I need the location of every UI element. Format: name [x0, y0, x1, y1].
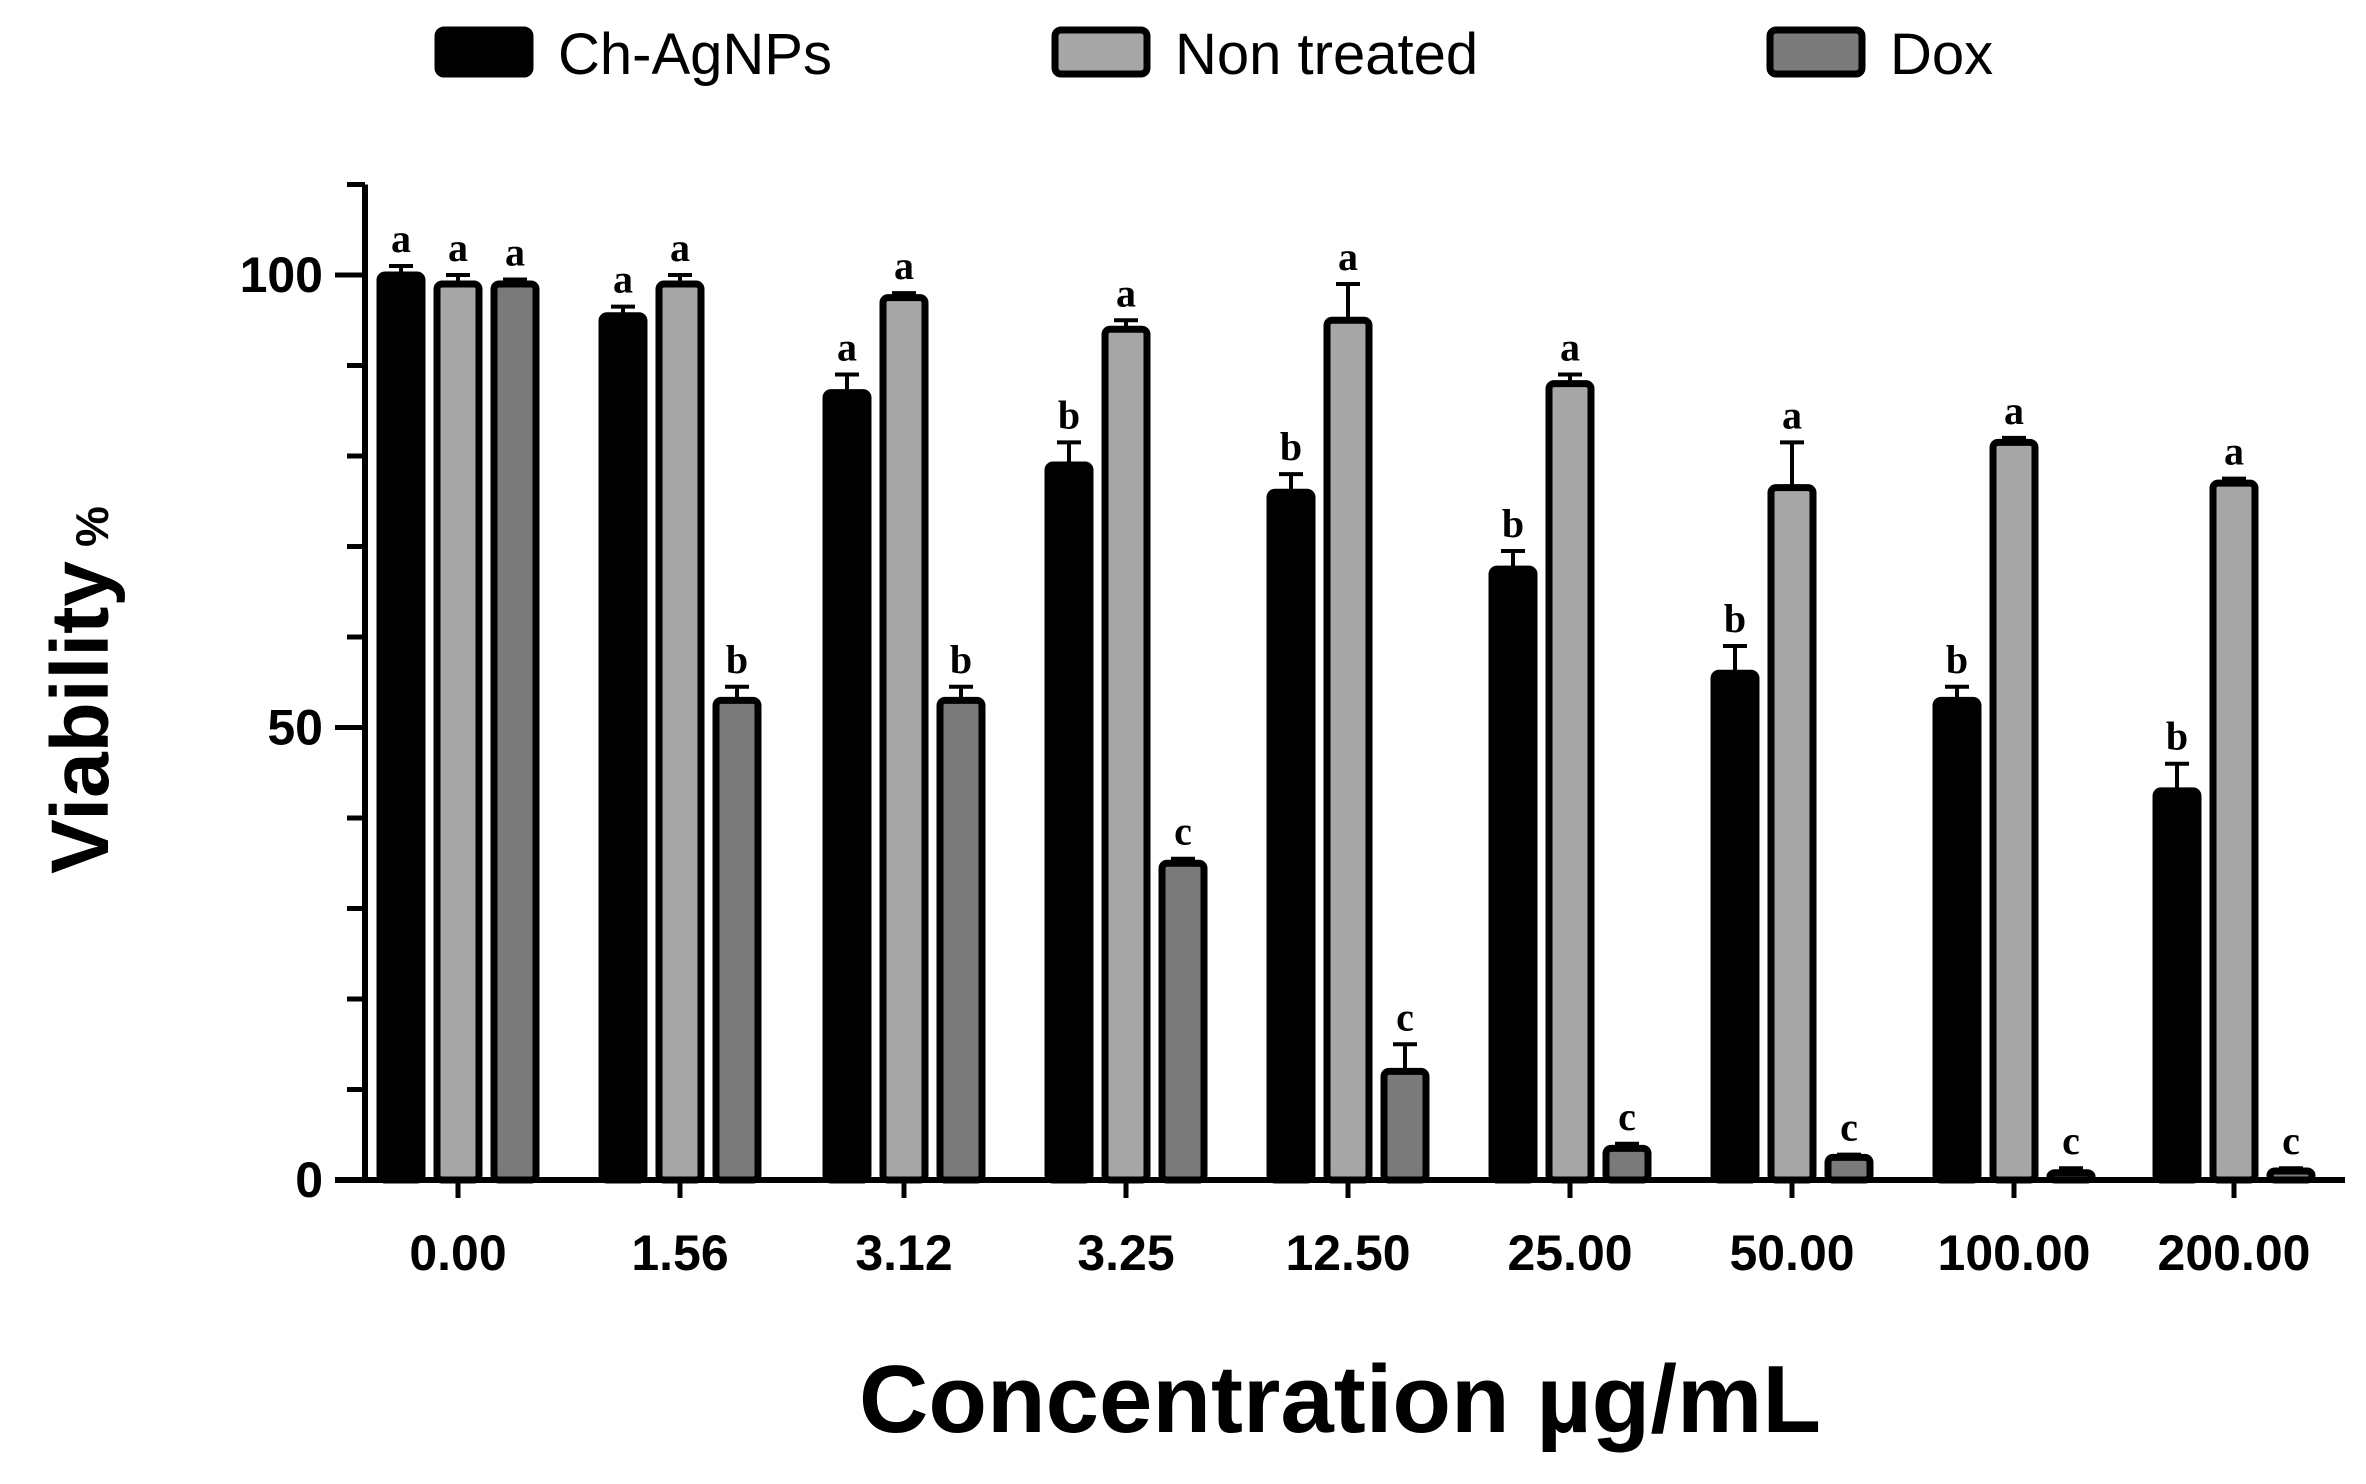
- bar: [1380, 1067, 1430, 1184]
- bar: [1044, 461, 1094, 1184]
- bar: [879, 294, 929, 1184]
- significance-label: c: [2062, 1118, 2080, 1163]
- significance-label: a: [2224, 429, 2244, 474]
- y-axis-title-text: Viability: [35, 561, 126, 874]
- significance-label: b: [1946, 637, 1968, 682]
- legend-swatch: [434, 26, 534, 78]
- bar: [712, 696, 762, 1184]
- significance-label: a: [894, 243, 914, 288]
- bar: [1323, 316, 1373, 1184]
- y-tick-label: 0: [295, 1152, 323, 1208]
- significance-label: a: [2004, 388, 2024, 433]
- significance-label: a: [1116, 270, 1136, 315]
- x-tick-label: 3.25: [1077, 1225, 1174, 1281]
- significance-label: b: [2166, 714, 2188, 759]
- legend-label: Dox: [1890, 22, 1993, 87]
- significance-label: a: [837, 325, 857, 370]
- y-tick-label: 50: [267, 700, 323, 756]
- bar: [598, 312, 648, 1184]
- significance-label: a: [505, 230, 525, 275]
- y-axis-unit: %: [66, 506, 118, 547]
- significance-label: a: [448, 225, 468, 270]
- significance-label: c: [1840, 1105, 1858, 1150]
- significance-label: a: [1560, 325, 1580, 370]
- y-axis-title: Viability%: [35, 506, 126, 874]
- bar: [822, 389, 872, 1184]
- x-tick-label: 12.50: [1285, 1225, 1410, 1281]
- x-tick-label: 200.00: [2158, 1225, 2311, 1281]
- x-tick-label: 3.12: [855, 1225, 952, 1281]
- bar: [376, 271, 426, 1184]
- significance-label: a: [391, 216, 411, 261]
- significance-label: b: [1724, 596, 1746, 641]
- x-tick-label: 50.00: [1729, 1225, 1854, 1281]
- significance-label: b: [950, 637, 972, 682]
- legend-swatch: [1766, 26, 1866, 78]
- x-axis: 0.00 1.56 3.12 3.25 12.50 25.00 50.00 100.00 200…: [335, 1177, 2345, 1281]
- significance-label: a: [613, 257, 633, 302]
- bar: [433, 280, 483, 1184]
- significance-label: b: [726, 637, 748, 682]
- bar: [1545, 380, 1595, 1184]
- bar: [655, 280, 705, 1184]
- y-tick-label: 100: [240, 247, 323, 303]
- significance-label: a: [1338, 234, 1358, 279]
- x-tick-label: 0.00: [409, 1225, 506, 1281]
- legend: Ch-AgNPs Non treated Dox: [434, 22, 1993, 87]
- bar: [1602, 1144, 1652, 1184]
- legend-label: Non treated: [1175, 22, 1478, 87]
- bar: [1824, 1153, 1874, 1184]
- bar: [1932, 696, 1982, 1184]
- significance-label: c: [1174, 809, 1192, 854]
- y-axis: 0 50 100: [240, 182, 368, 1208]
- x-tick-label: 100.00: [1938, 1225, 2091, 1281]
- significance-label: a: [1782, 392, 1802, 437]
- bar: [1767, 484, 1817, 1184]
- x-axis-title: Concentration µg/mL: [859, 1346, 1821, 1453]
- bar: [1989, 438, 2039, 1184]
- bar: [2152, 787, 2202, 1184]
- significance-label: c: [1618, 1094, 1636, 1139]
- bar: [490, 280, 540, 1184]
- bar: [1266, 488, 1316, 1184]
- bar: [1710, 669, 1760, 1184]
- bar: [2209, 479, 2259, 1184]
- x-tick-label: 25.00: [1507, 1225, 1632, 1281]
- significance-label: c: [2282, 1118, 2300, 1163]
- bar: [936, 696, 986, 1184]
- significance-label: b: [1058, 392, 1080, 437]
- bar: [1101, 325, 1151, 1184]
- significance-label: b: [1502, 501, 1524, 546]
- significance-label: a: [670, 225, 690, 270]
- x-tick-label: 1.56: [631, 1225, 728, 1281]
- legend-label: Ch-AgNPs: [558, 22, 832, 87]
- legend-swatch: [1051, 26, 1151, 78]
- bar: [1158, 859, 1208, 1184]
- significance-label: c: [1396, 994, 1414, 1039]
- significance-label: b: [1280, 424, 1302, 469]
- bar: [1488, 565, 1538, 1184]
